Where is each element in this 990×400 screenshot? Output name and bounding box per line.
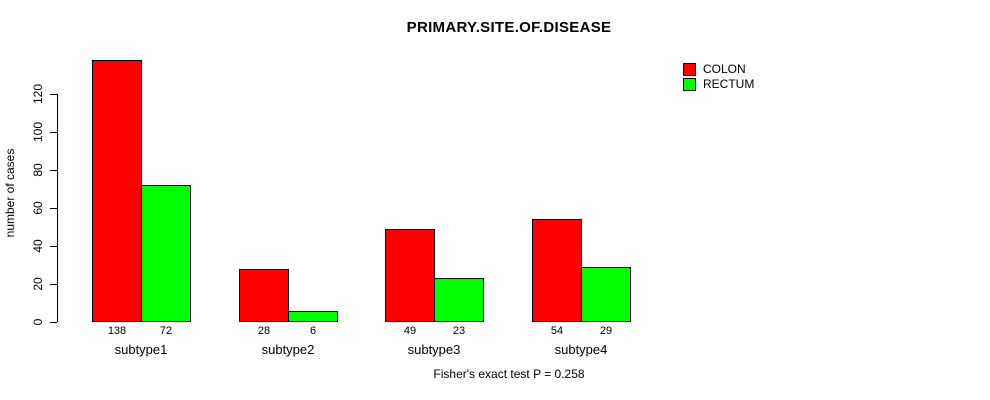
legend-swatch-colon xyxy=(683,63,696,76)
y-axis-tick-label: 120 xyxy=(31,83,45,105)
bar-value-label: 29 xyxy=(599,325,613,337)
footnote: Fisher's exact test P = 0.258 xyxy=(433,367,585,381)
bar-rectum-subtype3 xyxy=(434,278,484,322)
y-axis-tick-label: 80 xyxy=(31,163,45,177)
y-axis-tick-label: 100 xyxy=(31,121,45,143)
y-axis-tick xyxy=(50,94,57,95)
bar-value-label: 49 xyxy=(403,325,417,337)
y-axis-tick-label: 20 xyxy=(31,277,45,291)
bar-rectum-subtype2 xyxy=(288,311,338,322)
chart-title: PRIMARY.SITE.OF.DISEASE xyxy=(406,19,612,36)
y-axis-tick xyxy=(50,246,57,247)
bar-value-label: 138 xyxy=(107,325,127,337)
legend-item-rectum: RECTUM xyxy=(683,78,754,91)
bar-value-label: 6 xyxy=(309,325,317,337)
bar-colon-subtype4 xyxy=(532,219,582,322)
y-axis-tick xyxy=(50,322,57,323)
category-label-subtype3: subtype3 xyxy=(407,342,461,357)
bar-colon-subtype1 xyxy=(92,60,142,322)
category-label-subtype2: subtype2 xyxy=(261,342,315,357)
y-axis-tick-label: 60 xyxy=(31,201,45,215)
bar-colon-subtype3 xyxy=(385,229,435,322)
legend: COLON RECTUM xyxy=(683,63,754,93)
bar-value-label: 54 xyxy=(550,325,564,337)
legend-label: COLON xyxy=(703,62,746,76)
y-axis-tick-label: 40 xyxy=(31,239,45,253)
category-label-subtype4: subtype4 xyxy=(554,342,608,357)
y-axis-tick xyxy=(50,284,57,285)
y-axis-tick-label: 0 xyxy=(31,318,45,326)
y-axis-tick xyxy=(50,170,57,171)
category-label-subtype1: subtype1 xyxy=(114,342,168,357)
bar-rectum-subtype1 xyxy=(141,185,191,322)
y-axis-tick xyxy=(50,132,57,133)
y-axis-line xyxy=(57,94,58,322)
legend-item-colon: COLON xyxy=(683,63,754,76)
bar-rectum-subtype4 xyxy=(581,267,631,322)
bar-value-label: 72 xyxy=(159,325,173,337)
bar-value-label: 23 xyxy=(452,325,466,337)
bar-value-label: 28 xyxy=(257,325,271,337)
legend-swatch-rectum xyxy=(683,78,696,91)
bar-colon-subtype2 xyxy=(239,269,289,322)
y-axis-tick xyxy=(50,208,57,209)
legend-label: RECTUM xyxy=(703,77,755,91)
y-axis-label: number of cases xyxy=(3,148,17,238)
